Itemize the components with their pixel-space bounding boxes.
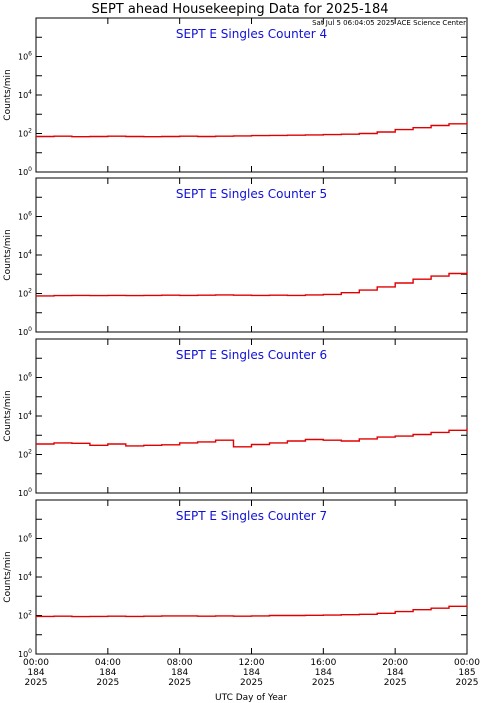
y-tick-label: 104 (18, 89, 32, 100)
y-tick-label: 100 (18, 487, 32, 498)
y-axis-label: Counts/min (3, 229, 13, 280)
x-tick-label: 184 (99, 668, 116, 678)
panels-group: 100 102 104 106 Counts/min SEPT E Singles Cou… (3, 17, 468, 659)
series-line (36, 122, 468, 138)
x-axis: 00:00184202504:00184202508:00184202512:0… (23, 658, 480, 688)
x-tick-label: 16:00 (310, 658, 336, 668)
panel-4: 100 102 104 106 Counts/min SEPT E Singles Cou… (3, 499, 468, 659)
series-line (36, 428, 468, 448)
y-axis-label: Counts/min (3, 551, 13, 602)
x-tick-label: 2025 (240, 678, 263, 688)
y-tick-label: 106 (18, 372, 32, 383)
y-tick-label: 106 (18, 533, 32, 544)
plot-frame (35, 17, 468, 173)
x-tick-label: 20:00 (382, 658, 408, 668)
x-tick-label: 184 (171, 668, 188, 678)
y-tick-label: 102 (18, 288, 32, 299)
x-tick-label: 00:00 (23, 658, 49, 668)
x-axis-label: UTC Day of Year (215, 693, 287, 703)
x-tick-label: 2025 (96, 678, 119, 688)
x-tick-label: 2025 (456, 678, 479, 688)
x-tick-label: 04:00 (95, 658, 121, 668)
x-tick-label: 184 (27, 668, 44, 678)
panel-3: 100 102 104 106 Counts/min SEPT E Singles Cou… (3, 338, 468, 498)
plot-frame (35, 499, 468, 655)
x-tick-label: 2025 (25, 678, 48, 688)
y-tick-label: 104 (18, 410, 32, 421)
x-tick-label: 2025 (312, 678, 335, 688)
y-tick-label: 104 (18, 249, 32, 260)
x-tick-label: 184 (315, 668, 332, 678)
y-tick-label: 100 (18, 648, 32, 659)
panel-title: SEPT E Singles Counter 5 (176, 187, 327, 201)
x-tick-label: 185 (458, 668, 475, 678)
y-tick-label: 102 (18, 128, 32, 139)
x-tick-label: 184 (387, 668, 404, 678)
panel-2: 100 102 104 106 Counts/min SEPT E Singles Cou… (3, 177, 468, 337)
x-tick-label: 2025 (168, 678, 191, 688)
series-line (36, 271, 468, 297)
y-tick-label: 102 (18, 449, 32, 460)
panel-title: SEPT E Singles Counter 6 (176, 348, 327, 362)
x-tick-label: 00:00 (454, 658, 480, 668)
y-axis-label: Counts/min (3, 69, 13, 120)
x-tick-label: 12:00 (239, 658, 265, 668)
series-line (36, 605, 468, 618)
y-tick-label: 104 (18, 571, 32, 582)
y-tick-label: 106 (18, 211, 32, 222)
y-tick-label: 100 (18, 326, 32, 337)
y-tick-label: 106 (18, 51, 32, 62)
x-tick-label: 08:00 (167, 658, 193, 668)
x-tick-label: 184 (243, 668, 260, 678)
plot-frame (35, 338, 468, 494)
panel-title: SEPT E Singles Counter 4 (176, 27, 327, 41)
x-tick-label: 2025 (384, 678, 407, 688)
panel-title: SEPT E Singles Counter 7 (176, 509, 327, 523)
y-axis-label: Counts/min (3, 390, 13, 441)
plot-frame (35, 177, 468, 333)
y-tick-label: 102 (18, 610, 32, 621)
chart-title: SEPT ahead Housekeeping Data for 2025-18… (92, 2, 389, 17)
panel-1: 100 102 104 106 Counts/min SEPT E Singles Cou… (3, 17, 468, 177)
generation-timestamp: Sat Jul 5 06:04:05 2025 ACE Science Cent… (312, 19, 466, 27)
y-tick-label: 100 (18, 166, 32, 177)
